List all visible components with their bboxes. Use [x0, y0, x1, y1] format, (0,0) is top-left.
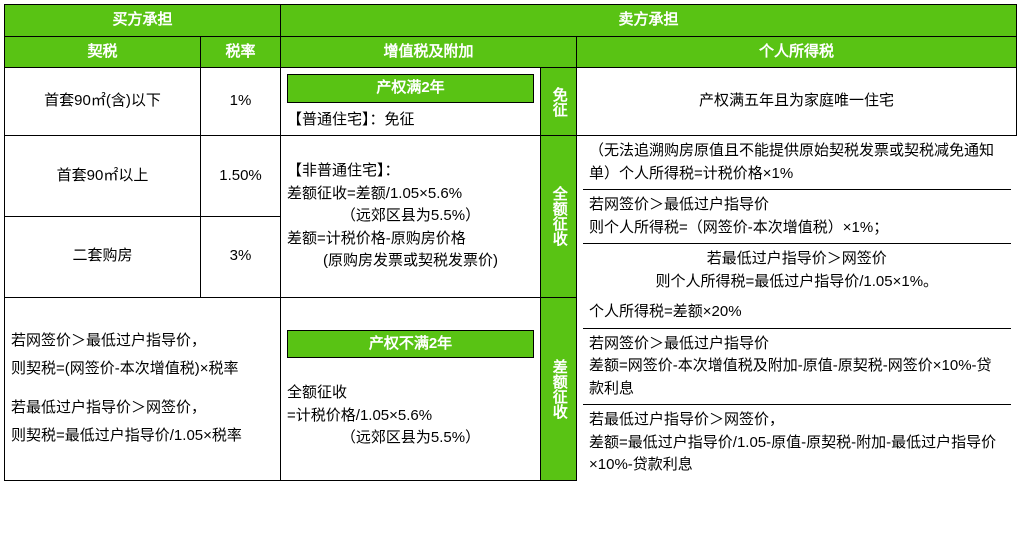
deed-tax-rate-0: 1% — [201, 68, 281, 136]
header-rate: 税率 — [201, 36, 281, 68]
vat-ordinary: 【普通住宅】：免征 — [287, 109, 534, 132]
vat-nonord-l2: （远郊区县为5.5%） — [287, 205, 534, 228]
iit-diff-cell: 个人所得税=差额×20% 若网签价＞最低过户指导价 差额=网签价-本次增值税及附… — [577, 297, 1017, 481]
vat-nonord-l4: (原购房发票或契税发票价) — [287, 250, 534, 273]
header-buyer: 买方承担 — [5, 5, 281, 37]
header-seller: 卖方承担 — [281, 5, 1017, 37]
vat-over2-cell: 产权满2年 【普通住宅】：免征 — [281, 68, 541, 136]
deed-tax-desc-0: 首套90㎡(含)以下 — [5, 68, 201, 136]
vat-nonord-cell: 【非普通住宅】： 差额征收=差额/1.05×5.6% （远郊区县为5.5%） 差… — [281, 136, 541, 298]
vat-nonord-title: 【非普通住宅】： — [287, 160, 534, 183]
deed-tax-rate-2: 3% — [201, 216, 281, 297]
iit-full-1: 若网签价＞最低过户指导价 则个人所得税=（网签价-本次增值税）×1%； — [583, 190, 1011, 244]
vat-under2-l3: （远郊区县为5.5%） — [287, 427, 534, 450]
deed-tax-notes-cell: 若网签价＞最低过户指导价， 则契税=(网签价-本次增值税)×税率 若最低过户指导… — [5, 297, 281, 481]
tax-table: 买方承担 卖方承担 契税 税率 增值税及附加 个人所得税 首套90㎡(含)以下 … — [4, 4, 1017, 481]
vat-nonord-l3: 差额=计税价格-原购房价格 — [287, 228, 534, 251]
deed-note-b: 则契税=(网签价-本次增值税)×税率 — [11, 355, 274, 384]
iit-diff-0: 个人所得税=差额×20% — [583, 297, 1011, 329]
header-deed-tax: 契税 — [5, 36, 201, 68]
header-vat: 增值税及附加 — [281, 36, 577, 68]
vat-nonord-l1: 差额征收=差额/1.05×5.6% — [287, 183, 534, 206]
deed-note-a: 若网签价＞最低过户指导价， — [11, 327, 274, 356]
vlabel-exempt: 免征 — [541, 68, 577, 136]
iit-full-0: （无法追溯购房原值且不能提供原始契税发票或契税减免通知单）个人所得税=计税价格×… — [583, 136, 1011, 190]
vlabel-diff: 差额征收 — [541, 297, 577, 481]
iit-exempt: 产权满五年且为家庭唯一住宅 — [577, 68, 1017, 136]
vat-under2-cell: 产权不满2年 全额征收 =计税价格/1.05×5.6% （远郊区县为5.5%） — [281, 297, 541, 481]
vat-under2-l1: 全额征收 — [287, 382, 534, 405]
iit-full-cell: （无法追溯购房原值且不能提供原始契税发票或契税减免通知单）个人所得税=计税价格×… — [577, 136, 1017, 298]
deed-tax-rate-1: 1.50% — [201, 136, 281, 217]
pill-under2: 产权不满2年 — [287, 330, 534, 359]
deed-note-d: 则契税=最低过户指导价/1.05×税率 — [11, 422, 274, 451]
vat-under2-l2: =计税价格/1.05×5.6% — [287, 405, 534, 428]
deed-tax-desc-2: 二套购房 — [5, 216, 201, 297]
deed-tax-desc-1: 首套90㎡以上 — [5, 136, 201, 217]
deed-note-c: 若最低过户指导价＞网签价， — [11, 394, 274, 423]
vlabel-full: 全额征收 — [541, 136, 577, 298]
iit-diff-2: 若最低过户指导价＞网签价， 差额=最低过户指导价/1.05-原值-原契税-附加-… — [583, 405, 1011, 481]
iit-diff-1: 若网签价＞最低过户指导价 差额=网签价-本次增值税及附加-原值-原契税-网签价×… — [583, 329, 1011, 406]
pill-over2: 产权满2年 — [287, 74, 534, 103]
iit-full-2: 若最低过户指导价＞网签价 则个人所得税=最低过户指导价/1.05×1%。 — [583, 244, 1011, 297]
header-iit: 个人所得税 — [577, 36, 1017, 68]
